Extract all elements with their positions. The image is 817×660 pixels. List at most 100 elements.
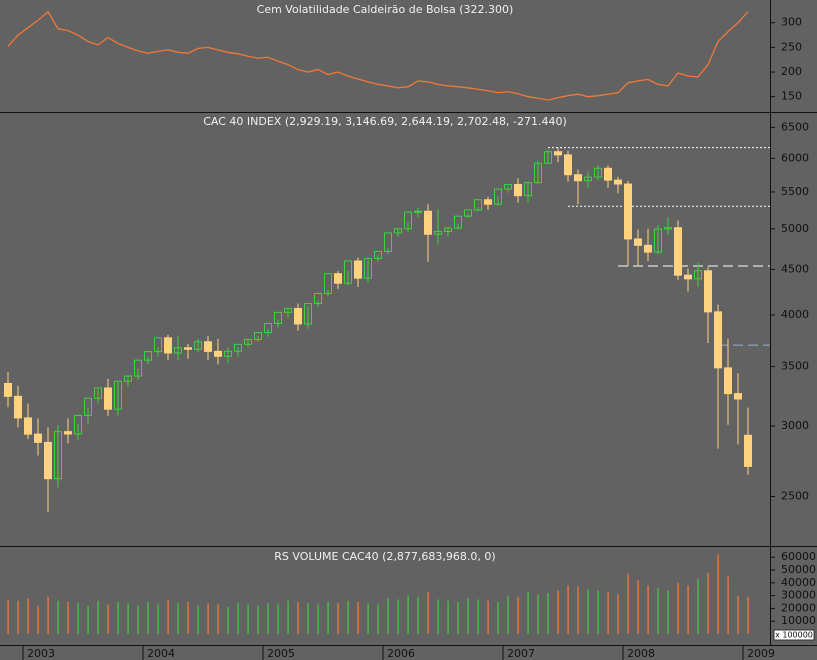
volume-bar [527, 591, 529, 634]
x-tick-label: 2007 [507, 647, 535, 660]
volume-bar [267, 603, 269, 634]
candle-body [394, 228, 402, 234]
volume-bar [337, 603, 339, 634]
candle-body [454, 215, 462, 229]
candle-body [584, 176, 592, 182]
volume-bar [507, 595, 509, 634]
volume-bar [457, 602, 459, 634]
volume-bar [297, 602, 299, 634]
volatility-line [7, 10, 749, 101]
volume-bar [387, 598, 389, 634]
volume-bar [187, 602, 189, 634]
candle-body [504, 183, 512, 190]
volume-bar [57, 600, 59, 634]
unit-label: x 100000 [775, 631, 813, 640]
y-tick-label: 40000 [781, 576, 816, 589]
candle-body [154, 337, 162, 353]
candle-body [14, 395, 22, 419]
candle-body [364, 257, 372, 279]
volume-bar [67, 602, 69, 634]
candle-body [324, 273, 332, 294]
y-tick-label: 60000 [781, 550, 816, 563]
candle-body [404, 211, 412, 230]
y-tick-label: 4500 [781, 262, 809, 275]
volume-bar [37, 605, 39, 634]
volume-bar [627, 573, 629, 634]
volume-bar [117, 602, 119, 634]
candle-body [724, 367, 732, 395]
volume-bar [157, 604, 159, 634]
volume-bar [207, 603, 209, 634]
volume-bar [687, 585, 689, 634]
candle-body [144, 351, 152, 361]
panel-title: Cem Volatilidade Caldeirão de Bolsa (322… [257, 3, 514, 16]
volume-bar [417, 596, 419, 634]
x-tick-label: 2006 [387, 647, 415, 660]
candle-body [204, 341, 212, 352]
volume-bar [167, 599, 169, 634]
volume-bar [717, 554, 719, 634]
candle-body [674, 227, 682, 276]
candle-body [184, 347, 192, 350]
volume-bar [237, 603, 239, 634]
y-tick-label: 3000 [781, 419, 809, 432]
volume-bar [247, 604, 249, 634]
volume-bar [427, 591, 429, 634]
y-tick-label: 3500 [781, 360, 809, 373]
volume-bar [197, 605, 199, 634]
volume-bar [707, 572, 709, 634]
candle-body [54, 431, 62, 480]
y-tick-label: 4000 [781, 308, 809, 321]
candle-body [684, 274, 692, 280]
candle-body [634, 238, 642, 246]
candle-body [744, 434, 752, 467]
candle-body [234, 343, 242, 352]
volume-bar [657, 587, 659, 634]
volume-bar [347, 600, 349, 634]
candle-body [164, 337, 172, 354]
volume-bar [437, 599, 439, 634]
candle-body [224, 350, 232, 357]
volume-bar [407, 595, 409, 634]
y-tick-label: 5000 [781, 222, 809, 235]
candle-body [644, 244, 652, 253]
candle-body [714, 311, 722, 369]
x-tick-label: 2008 [627, 647, 655, 660]
volume-bar [277, 604, 279, 634]
volume-bar [357, 602, 359, 634]
volume-bar [377, 604, 379, 634]
volume-bar [127, 603, 129, 634]
volume-bar [467, 598, 469, 634]
candle-body [374, 250, 382, 259]
candle-body [664, 227, 672, 230]
volume-bar [7, 599, 9, 634]
candle-body [264, 322, 272, 334]
candle-body [104, 387, 112, 410]
volume-bar [697, 578, 699, 634]
candle-body [274, 311, 282, 324]
volume-bar [257, 605, 259, 634]
volume-bar [227, 607, 229, 634]
volume-bar [647, 585, 649, 634]
volume-bar [217, 604, 219, 634]
volume-bar [517, 596, 519, 634]
candle-body [44, 441, 52, 480]
panel-title: RS VOLUME CAC40 (2,877,683,968.0, 0) [274, 550, 495, 563]
volume-bar [77, 603, 79, 634]
candle-body [4, 382, 12, 397]
volume-bar [307, 603, 309, 634]
candle-body [74, 414, 82, 435]
candle-body [524, 182, 532, 197]
candle-body [64, 431, 72, 435]
y-tick-label: 6000 [781, 151, 809, 164]
candle-body [654, 228, 662, 253]
volume-bar [537, 594, 539, 634]
candle-body [174, 347, 182, 354]
volume-bar [727, 576, 729, 634]
candle-body [294, 307, 302, 325]
candle-body [114, 380, 122, 410]
y-tick-label: 250 [781, 40, 802, 53]
volume-bar [107, 604, 109, 634]
y-tick-label: 200 [781, 65, 802, 78]
candle-body [214, 350, 222, 357]
